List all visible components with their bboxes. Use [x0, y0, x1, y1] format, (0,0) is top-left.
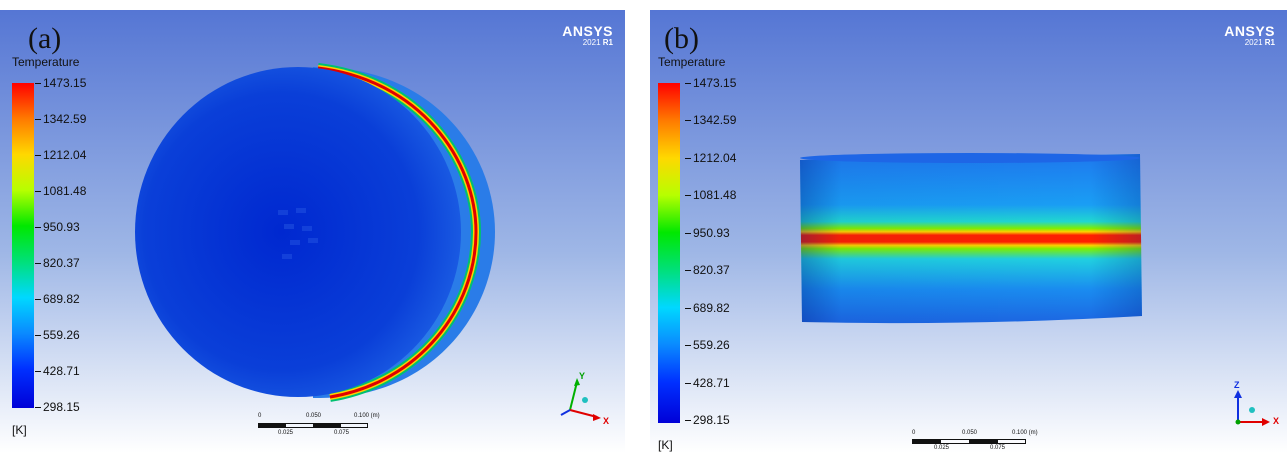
- unit-label: [K]: [12, 423, 27, 437]
- axis-x-label: X: [1273, 416, 1280, 426]
- scale-label: 0.100 (m): [1012, 430, 1038, 436]
- legend-tick: 428.71: [685, 376, 730, 390]
- scale-label: 0.025: [934, 445, 950, 451]
- scale-label: 0.050: [962, 430, 978, 436]
- scale-label: 0.100 (m): [354, 413, 380, 419]
- axis-triad: Y X: [555, 370, 615, 430]
- legend-tick: 820.37: [685, 263, 730, 277]
- disk-front-face: [135, 67, 461, 397]
- legend-tick: 950.93: [685, 226, 730, 240]
- panel-label: (a): [28, 22, 62, 55]
- legend-tick: 689.82: [685, 301, 730, 315]
- logo-version-year: 2021: [1244, 38, 1263, 47]
- panel-label: (b): [664, 22, 699, 55]
- logo-version: 2021 R1: [1224, 38, 1275, 47]
- legend-title: Temperature: [12, 55, 80, 69]
- scale-bar: 0 0.050 0.100 (m) 0.025 0.075: [912, 430, 1052, 453]
- scale-label: 0: [912, 430, 916, 436]
- logo-brand: ANSYS: [562, 23, 613, 39]
- axis-x-label: X: [603, 416, 610, 426]
- logo-version-release: R1: [1264, 38, 1275, 47]
- color-bar: [12, 83, 34, 408]
- panel-a: (a) Temperature 1473.15 1342.59 1212.04 …: [0, 10, 625, 453]
- legend-tick: 1212.04: [684, 151, 737, 165]
- scale-label: 0.075: [990, 445, 1006, 451]
- legend-tick: 950.93: [35, 220, 80, 234]
- scale-label: 0: [258, 413, 262, 419]
- legend-tick: 1342.59: [34, 112, 87, 126]
- legend-tick: 1473.15: [34, 76, 87, 90]
- logo-brand: ANSYS: [1224, 23, 1275, 39]
- logo-version: 2021 R1: [562, 38, 613, 47]
- disk-render: [135, 63, 495, 402]
- legend-tick: 1473.15: [684, 76, 737, 90]
- legend-tick: 1212.04: [34, 148, 87, 162]
- legend-tick: 559.26: [685, 338, 730, 352]
- legend-tick: 298.15: [35, 400, 80, 414]
- logo-version-release: R1: [602, 38, 613, 47]
- legend-tick: 298.15: [685, 413, 730, 427]
- ansys-logo: ANSYS 2021 R1: [1224, 24, 1275, 47]
- legend-tick: 689.82: [35, 292, 80, 306]
- scale-bar: 0 0.050 0.100 (m) 0.025 0.075: [258, 413, 388, 443]
- axis-z-label: Z: [1234, 380, 1240, 390]
- cylinder-top: [800, 153, 1140, 163]
- legend-tick: 1342.59: [684, 113, 737, 127]
- axis-y-label: Y: [579, 371, 586, 381]
- legend-tick: 820.37: [35, 256, 80, 270]
- logo-version-year: 2021: [582, 38, 601, 47]
- legend-title: Temperature: [658, 55, 726, 69]
- legend-tick: 559.26: [35, 328, 80, 342]
- legend-tick: 428.71: [35, 364, 80, 378]
- color-bar: [658, 83, 680, 423]
- legend-tick: 1081.48: [684, 188, 737, 202]
- cylinder-render: [800, 153, 1142, 324]
- unit-label: [K]: [658, 438, 673, 452]
- scale-label: 0.050: [306, 413, 322, 419]
- scale-label: 0.075: [334, 430, 350, 436]
- axis-triad: Z X: [1222, 380, 1284, 435]
- scale-label: 0.025: [278, 430, 294, 436]
- center-pattern: [278, 208, 318, 259]
- ansys-logo: ANSYS 2021 R1: [562, 24, 613, 47]
- legend-tick: 1081.48: [34, 184, 87, 198]
- panel-b: (b) Temperature 1473.15 1342.59 1212.04 …: [650, 10, 1287, 453]
